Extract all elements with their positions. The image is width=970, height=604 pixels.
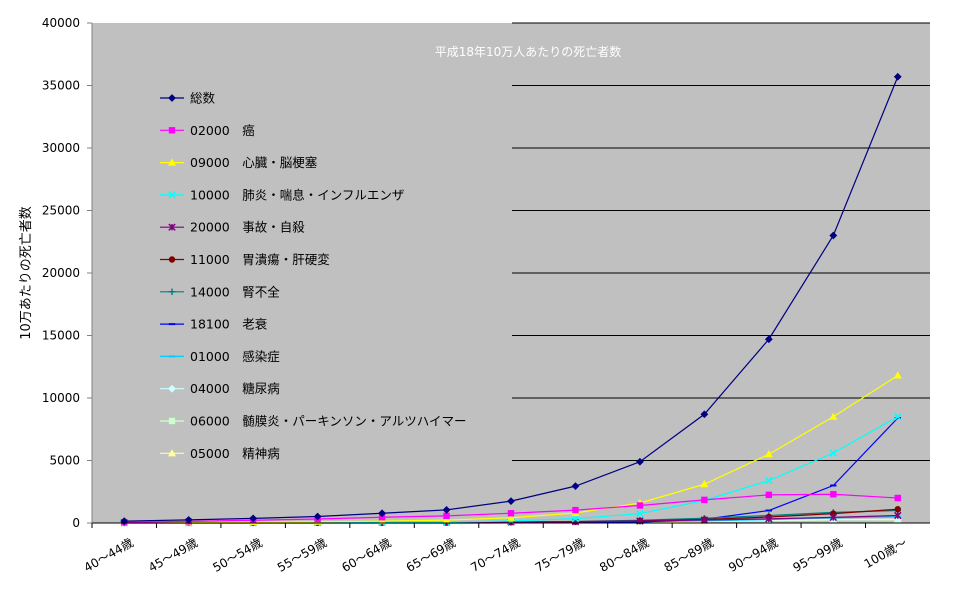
data-point bbox=[765, 476, 773, 485]
data-point bbox=[765, 491, 773, 499]
y-tick-label: 35000 bbox=[42, 79, 80, 93]
data-point bbox=[829, 231, 838, 240]
data-point bbox=[572, 506, 579, 514]
x-axis: 40～44歳 45～49歳 50～54歳 55～59歳 60～64歳 65～69歳 70～7… bbox=[81, 523, 909, 575]
data-point bbox=[893, 371, 902, 379]
x-tick-label: 100歳～ bbox=[862, 535, 910, 571]
x-tick-label: 85～89歳 bbox=[662, 535, 716, 574]
data-point bbox=[249, 514, 258, 523]
data-point bbox=[443, 512, 450, 520]
y-tick-label: 25000 bbox=[42, 204, 80, 218]
legend-marker bbox=[167, 158, 177, 166]
legend-marker bbox=[168, 384, 176, 393]
x-tick-label: 50～54歳 bbox=[210, 535, 264, 574]
y-tick-label: 40000 bbox=[42, 16, 80, 30]
data-point bbox=[571, 514, 580, 523]
y-axis-label: 10万あたりの死亡者数 bbox=[19, 206, 34, 340]
data-point bbox=[894, 511, 902, 520]
legend: 総数 02000 癌 09000 心臓・脳梗塞 10000 肺炎・喘息・インフルエンザ… bbox=[160, 91, 467, 461]
legend-item: 09000 心臓・脳梗塞 bbox=[160, 155, 318, 170]
x-tick-label: 75～79歳 bbox=[533, 535, 587, 574]
y-axis: 0 5000 10000 15000 20000 25000 30000 35000 40000 bbox=[42, 16, 92, 530]
legend-item: 11000 胃潰瘍・肝硬変 bbox=[160, 252, 330, 267]
x-tick-label: 95～99歳 bbox=[791, 535, 845, 574]
legend-label: 02000 癌 bbox=[190, 123, 255, 138]
legend-label: 05000 精神病 bbox=[190, 446, 280, 461]
data-point bbox=[701, 496, 708, 504]
legend-label: 01000 感染症 bbox=[190, 349, 280, 364]
x-tick-label: 60～64歳 bbox=[339, 535, 393, 574]
data-point bbox=[571, 482, 580, 491]
legend-item: 06000 髄膜炎・パーキンソン・アルツハイマー bbox=[160, 414, 467, 429]
legend-label: 総数 bbox=[190, 91, 216, 106]
legend-marker bbox=[168, 223, 176, 231]
x-tick-label: 70～74歳 bbox=[468, 535, 522, 574]
data-point bbox=[894, 494, 901, 502]
legend-marker bbox=[168, 256, 176, 263]
data-point bbox=[507, 497, 515, 506]
data-point bbox=[894, 413, 902, 421]
y-tick-label: 5000 bbox=[49, 454, 80, 468]
data-point bbox=[442, 505, 451, 514]
data-point bbox=[765, 515, 773, 523]
x-tick-label: 80～84歳 bbox=[597, 535, 651, 574]
legend-item: 14000 腎不全 bbox=[160, 284, 280, 299]
data-point bbox=[829, 412, 838, 420]
data-point bbox=[829, 513, 838, 522]
series-0 bbox=[120, 72, 902, 526]
data-point bbox=[764, 335, 773, 344]
legend-item: 18100 老衰 bbox=[160, 317, 268, 332]
x-tick-label: 40～44歳 bbox=[81, 535, 135, 574]
legend-item: 総数 bbox=[160, 91, 216, 106]
data-point bbox=[764, 450, 773, 458]
y-tick-label: 15000 bbox=[42, 329, 80, 343]
legend-marker bbox=[168, 288, 176, 295]
data-point bbox=[378, 516, 387, 525]
legend-item: 20000 事故・自殺 bbox=[160, 220, 305, 235]
data-point bbox=[636, 509, 644, 518]
legend-label: 20000 事故・自殺 bbox=[190, 220, 305, 235]
gridlines bbox=[512, 22, 930, 461]
legend-label: 06000 髄膜炎・パーキンソン・アルツハイマー bbox=[190, 414, 467, 429]
data-point bbox=[830, 491, 837, 498]
y-tick-label: 0 bbox=[72, 516, 80, 530]
legend-item: 04000 糖尿病 bbox=[160, 381, 280, 396]
legend-marker bbox=[168, 127, 176, 134]
legend-label: 10000 肺炎・喘息・インフルエンザ bbox=[190, 187, 404, 202]
data-point bbox=[636, 502, 644, 509]
legend-marker bbox=[168, 94, 176, 102]
legend-item: 10000 肺炎・喘息・インフルエンザ bbox=[160, 187, 404, 202]
legend-label: 14000 腎不全 bbox=[190, 284, 280, 299]
legend-marker bbox=[167, 449, 177, 457]
x-tick-label: 55～59歳 bbox=[275, 535, 329, 574]
legend-item: 01000 感染症 bbox=[160, 349, 280, 364]
x-tick-label: 90～94歳 bbox=[726, 535, 780, 574]
y-tick-label: 10000 bbox=[42, 391, 80, 405]
legend-marker bbox=[168, 191, 176, 199]
data-point bbox=[507, 510, 515, 517]
chart-title: 平成18年10万人あたりの死亡者数 bbox=[435, 44, 622, 59]
legend-item: 02000 癌 bbox=[160, 123, 255, 138]
data-point bbox=[506, 513, 516, 521]
legend-label: 18100 老衰 bbox=[190, 317, 268, 332]
y-tick-label: 20000 bbox=[42, 266, 80, 280]
data-point bbox=[636, 457, 644, 466]
x-tick-label: 65～69歳 bbox=[404, 535, 458, 574]
data-point bbox=[700, 516, 709, 524]
data-point bbox=[700, 410, 709, 419]
data-point bbox=[893, 72, 902, 81]
legend-marker bbox=[168, 417, 176, 425]
data-point bbox=[313, 512, 322, 521]
y-tick-label: 30000 bbox=[42, 141, 80, 155]
data-point bbox=[829, 449, 838, 457]
data-point bbox=[700, 480, 709, 488]
legend-item: 05000 精神病 bbox=[160, 446, 280, 461]
x-tick-label: 45～49歳 bbox=[146, 535, 200, 574]
data-point bbox=[378, 509, 386, 518]
legend-label: 09000 心臓・脳梗塞 bbox=[190, 155, 318, 170]
legend-label: 04000 糖尿病 bbox=[190, 381, 280, 396]
legend-label: 11000 胃潰瘍・肝硬変 bbox=[190, 252, 330, 267]
data-point bbox=[894, 506, 901, 513]
